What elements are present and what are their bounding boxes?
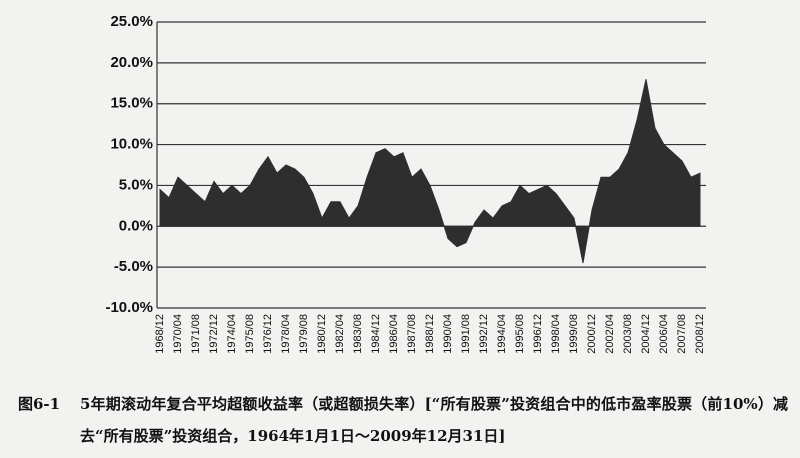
x-tick-label: 1995/08 — [514, 314, 526, 354]
caption: 图6-1 5年期滚动年复合平均超额收益率（或超额损失率）[“所有股票”投资组合中… — [18, 388, 788, 452]
x-tick-label: 1987/08 — [406, 314, 418, 354]
x-tick-label: 1978/04 — [280, 314, 292, 354]
x-tick-label: 2004/12 — [640, 314, 652, 354]
x-tick-label: 1982/04 — [334, 314, 346, 354]
y-tick-label: -10.0% — [105, 299, 153, 316]
x-tick-label: 1983/08 — [352, 314, 364, 354]
x-tick-label: 2008/12 — [694, 314, 706, 354]
x-tick-label: 1974/04 — [226, 314, 238, 354]
area — [159, 79, 701, 264]
chart-title: 5年期滚动年复合平均超额收益率（或超额损失率）[“所有股票”投资组合中的低市盈率… — [80, 395, 788, 445]
x-tick-label: 1998/04 — [550, 314, 562, 354]
x-tick-label: 1976/12 — [262, 314, 274, 354]
x-tick-label: 2007/08 — [676, 314, 688, 354]
x-tick-label: 1971/08 — [190, 314, 202, 354]
x-tick-label: 2006/04 — [658, 314, 670, 354]
y-tick-label: 15.0% — [110, 95, 153, 112]
y-tick-label: 0.0% — [119, 217, 153, 234]
y-tick-label: 25.0% — [110, 13, 153, 30]
x-tick-label: 1972/12 — [208, 314, 220, 354]
x-tick-label: 1984/12 — [370, 314, 382, 354]
x-tick-label: 1988/12 — [424, 314, 436, 354]
y-tick-label: 10.0% — [110, 136, 153, 153]
x-tick-label: 1980/12 — [316, 314, 328, 354]
x-tick-label: 2002/04 — [604, 314, 616, 354]
x-tick-label: 1970/04 — [172, 314, 184, 354]
y-tick-label: 5.0% — [119, 176, 153, 193]
x-tick-label: 2000/12 — [586, 314, 598, 354]
x-tick-label: 1968/12 — [154, 314, 166, 354]
chart: -10.0% -5.0% 0.0% 5.0% 10.0% 15.0% 20.0% 25.0% 1… — [105, 13, 706, 354]
x-tick-label: 1975/08 — [244, 314, 256, 354]
x-tick-label: 1986/04 — [388, 314, 400, 354]
caption-label: 图6-1 — [18, 395, 61, 413]
x-tick-label: 1990/04 — [442, 314, 454, 354]
x-tick-label: 1996/12 — [532, 314, 544, 354]
x-tick-label: 2003/08 — [622, 314, 634, 354]
y-tick-label: -5.0% — [114, 258, 153, 275]
x-tick-label: 1994/04 — [496, 314, 508, 354]
y-tick-label: 20.0% — [110, 54, 153, 71]
x-tick-label: 1991/08 — [460, 314, 472, 354]
x-tick-label: 1979/08 — [298, 314, 310, 354]
x-tick-label: 1992/12 — [478, 314, 490, 354]
x-tick-label: 1999/08 — [568, 314, 580, 354]
